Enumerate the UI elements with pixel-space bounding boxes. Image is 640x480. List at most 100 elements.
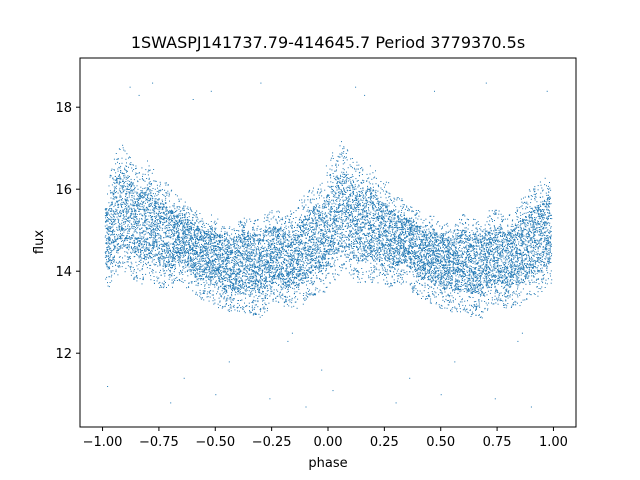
data-point (180, 250, 182, 251)
data-point (174, 217, 176, 219)
data-point (226, 263, 228, 264)
data-point (211, 239, 213, 240)
data-point (197, 261, 199, 263)
data-point (134, 201, 136, 203)
data-point (156, 230, 158, 232)
data-point (200, 279, 202, 281)
data-point (128, 166, 129, 168)
data-point (206, 275, 208, 277)
data-point (116, 216, 118, 218)
data-point (163, 213, 165, 215)
data-point (249, 255, 251, 257)
data-point (166, 247, 168, 249)
data-point (258, 295, 260, 297)
data-point (228, 285, 229, 287)
data-point (168, 278, 170, 280)
data-point (198, 263, 200, 265)
data-point (198, 246, 200, 248)
data-point (195, 214, 197, 216)
data-point (112, 210, 114, 212)
data-point (207, 234, 209, 236)
data-point (199, 268, 201, 270)
data-point (206, 272, 208, 274)
data-point (138, 198, 140, 200)
data-point (224, 266, 226, 267)
data-point (110, 197, 112, 199)
data-point (138, 264, 140, 265)
data-point (246, 266, 248, 267)
data-point (242, 230, 244, 231)
data-point (248, 243, 250, 245)
data-point (209, 262, 211, 264)
data-point (149, 244, 151, 245)
data-point (248, 244, 250, 246)
data-point (117, 229, 119, 231)
data-point (141, 232, 143, 234)
data-point (243, 272, 245, 274)
data-point (176, 247, 178, 249)
data-point (266, 240, 268, 241)
data-point (251, 307, 253, 309)
data-point (114, 236, 116, 238)
data-point (247, 239, 248, 241)
data-point (211, 234, 213, 235)
data-point (209, 266, 211, 268)
data-point (237, 261, 239, 263)
data-point (262, 307, 264, 309)
data-point (264, 231, 266, 233)
data-point (200, 251, 202, 253)
data-point (174, 258, 176, 260)
data-point (215, 233, 217, 235)
data-point (242, 256, 244, 258)
data-point (260, 283, 262, 285)
data-point (182, 236, 184, 238)
data-point (184, 201, 186, 203)
data-point (179, 265, 181, 267)
data-point (197, 239, 199, 241)
data-point (200, 238, 202, 240)
data-point (198, 268, 200, 270)
data-point (260, 252, 262, 254)
data-point (148, 247, 150, 249)
data-point (233, 228, 235, 230)
data-point (218, 265, 220, 267)
data-point (233, 239, 235, 241)
data-point (146, 219, 148, 221)
data-point (200, 297, 202, 299)
data-point (186, 208, 188, 210)
data-point (164, 225, 166, 227)
data-point (154, 237, 156, 239)
chart-title: 1SWASPJ141737.79-414645.7 Period 3779370… (131, 33, 525, 52)
data-point (249, 252, 251, 254)
data-point (117, 238, 118, 240)
data-point (174, 258, 176, 260)
data-point (229, 286, 231, 288)
data-point (163, 204, 165, 205)
data-point (252, 275, 254, 277)
data-point (214, 235, 216, 236)
data-point (209, 284, 211, 286)
data-point (192, 253, 194, 255)
data-point (225, 247, 227, 249)
data-point (139, 233, 141, 235)
data-point (111, 204, 113, 206)
data-point (255, 271, 257, 273)
data-point (254, 234, 256, 236)
data-point (110, 219, 112, 221)
data-point (238, 255, 240, 257)
data-point (244, 238, 246, 240)
data-point (151, 204, 152, 206)
data-point (254, 304, 256, 306)
data-point (194, 254, 196, 255)
data-point (234, 276, 236, 278)
data-point (138, 261, 140, 262)
data-point (222, 247, 224, 249)
data-point (252, 280, 254, 282)
data-point (240, 237, 242, 239)
data-point (128, 229, 130, 231)
data-point (109, 237, 111, 239)
data-point (104, 225, 106, 227)
data-point (162, 244, 164, 246)
data-point (149, 242, 150, 244)
data-point (133, 228, 135, 230)
